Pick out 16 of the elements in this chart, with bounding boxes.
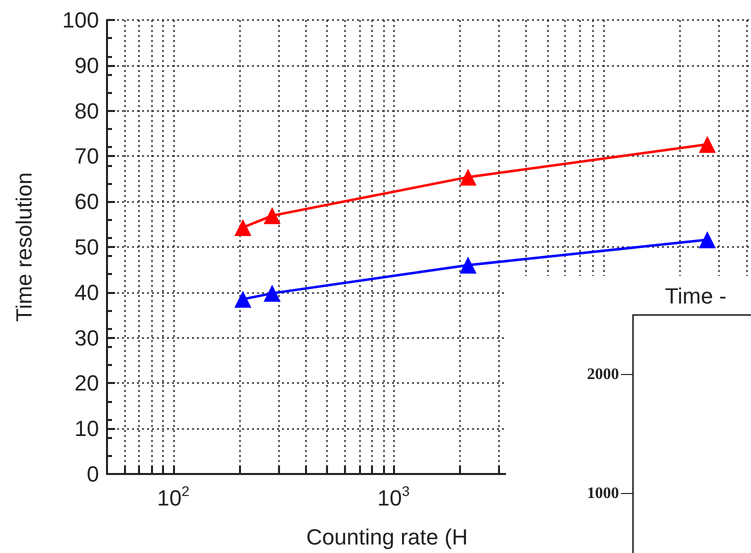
y-tick-label: 50 <box>74 234 99 260</box>
y-axis-title: Time resolution <box>12 172 36 322</box>
y-tick-label: 90 <box>74 52 99 78</box>
text: Time - <box>665 284 727 308</box>
annotation: 2000 <box>587 366 619 383</box>
y-tick-label: 20 <box>74 370 99 396</box>
y-tick-label: 70 <box>74 144 99 169</box>
y-tick-label: 60 <box>74 189 99 214</box>
x-axis-title: Counting rate (H <box>306 524 468 550</box>
y-tick-label: 40 <box>74 280 99 305</box>
text: 1000 <box>587 485 619 502</box>
y-tick-label: 10 <box>74 416 99 442</box>
y-tick-label: 0 <box>86 462 99 486</box>
y-tick-label: 80 <box>74 98 99 124</box>
y-tick-label: 30 <box>74 325 99 350</box>
y-tick-label: 100 <box>62 8 99 32</box>
